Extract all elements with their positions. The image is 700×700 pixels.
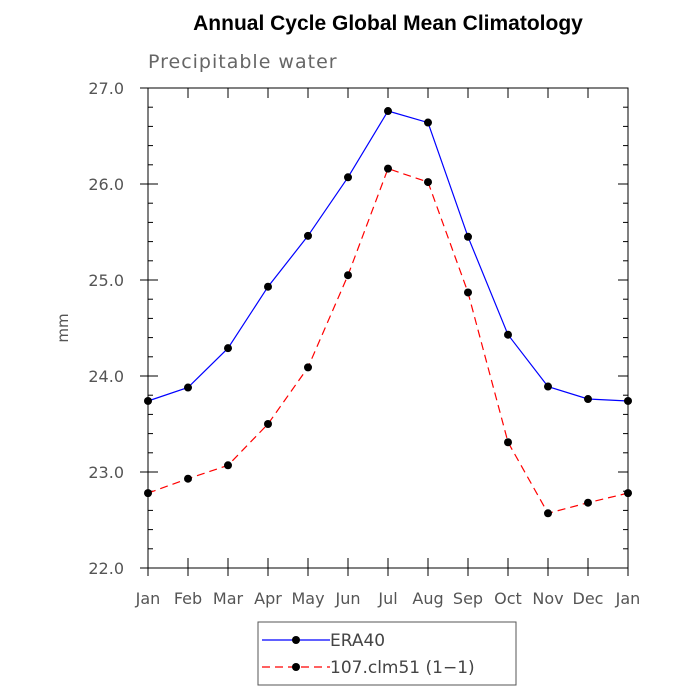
series-2-point xyxy=(344,271,352,280)
series-1-point xyxy=(144,396,152,405)
y-tick-label: 27.0 xyxy=(88,79,124,98)
x-tick-label: Apr xyxy=(254,589,282,608)
series-2-point xyxy=(464,288,472,297)
series-2-point xyxy=(264,420,272,428)
data-series xyxy=(144,107,632,518)
series-2-point xyxy=(424,178,432,187)
series-1-point xyxy=(424,118,432,127)
x-tick-label: Jun xyxy=(335,589,361,608)
y-tick-label: 25.0 xyxy=(88,271,124,290)
x-tick-label: Feb xyxy=(174,589,202,608)
x-tick-label: Sep xyxy=(453,589,483,608)
legend: ERA40 107.clm51 (1−1) xyxy=(257,621,517,686)
series-2-point xyxy=(144,489,152,498)
axis-ticks: Jan Feb Mar Apr May Jun Jul Aug Sep Oct Nov Dec Jan 2… xyxy=(88,79,640,608)
x-tick-label: Mar xyxy=(213,589,244,608)
x-tick-label: Dec xyxy=(573,589,604,608)
x-tick-label: Oct xyxy=(494,589,522,608)
series-2-point xyxy=(304,363,312,372)
series-1-point xyxy=(184,383,192,392)
series-2-point xyxy=(384,164,392,173)
y-tick-label: 26.0 xyxy=(88,175,124,194)
series-1-point xyxy=(264,282,272,291)
x-tick-label: May xyxy=(291,589,324,608)
series-line-2 xyxy=(147,167,629,514)
series-2-point xyxy=(504,438,512,447)
y-axis-label: mm xyxy=(54,313,72,342)
y-tick-label: 23.0 xyxy=(88,463,124,482)
plot-frame xyxy=(147,87,629,569)
series-1-point xyxy=(344,173,352,182)
series-line-1 xyxy=(147,110,629,402)
series-2-point xyxy=(584,498,592,507)
legend-marker xyxy=(292,663,300,671)
series-1-point xyxy=(304,231,312,240)
x-tick-label: Jan xyxy=(615,589,641,608)
legend-box xyxy=(257,621,517,686)
series-2-point xyxy=(624,489,632,498)
series-1-point xyxy=(464,232,472,241)
y-tick-label: 24.0 xyxy=(88,367,124,386)
x-tick-label: Jan xyxy=(135,589,161,608)
legend-label: 107.clm51 (1−1) xyxy=(330,658,475,678)
x-tick-label: Aug xyxy=(412,589,443,608)
series-1-point xyxy=(504,330,512,339)
series-2-point xyxy=(184,474,192,483)
legend-marker xyxy=(292,636,300,644)
series-1-point xyxy=(624,396,632,405)
series-1-point xyxy=(224,344,232,353)
series-2-point xyxy=(544,509,552,518)
legend-label: ERA40 xyxy=(330,631,385,651)
y-tick-label: 22.0 xyxy=(88,559,124,578)
series-1-point xyxy=(384,107,392,116)
x-tick-label: Jul xyxy=(377,589,397,608)
series-1-point xyxy=(584,395,592,404)
chart-subtitle: Precipitable water xyxy=(148,51,338,73)
series-2-point xyxy=(224,461,232,470)
x-tick-label: Nov xyxy=(532,589,563,608)
series-1-point xyxy=(544,382,552,391)
chart-title: Annual Cycle Global Mean Climatology xyxy=(193,12,583,35)
